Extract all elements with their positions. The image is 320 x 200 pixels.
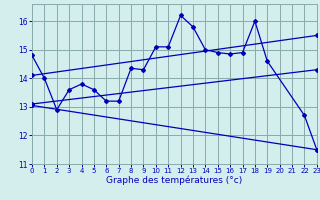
X-axis label: Graphe des températures (°c): Graphe des températures (°c) [106,176,243,185]
